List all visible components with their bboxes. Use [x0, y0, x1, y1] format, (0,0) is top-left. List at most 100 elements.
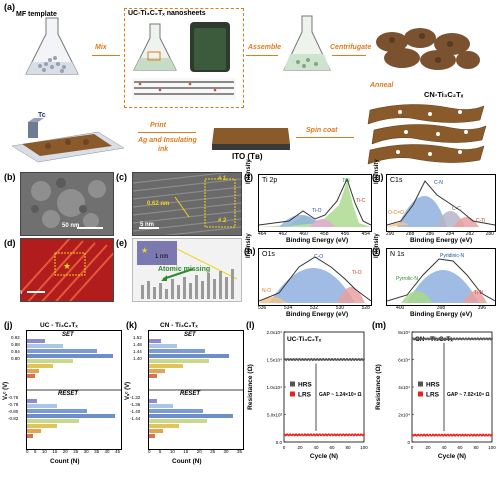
data-point-lrs [480, 434, 482, 436]
data-point-lrs [316, 434, 319, 436]
centrifugate-arrow [332, 55, 366, 56]
plot-frame [411, 331, 493, 443]
data-point-hrs [490, 338, 492, 341]
data-point-lrs [428, 433, 431, 436]
scale-bar-e: 1 nm [155, 254, 169, 260]
data-point-hrs [328, 358, 331, 360]
data-point-lrs [424, 434, 426, 436]
data-point-hrs [422, 338, 424, 341]
x-axis-label: Cycle (N) [310, 453, 338, 460]
data-point-hrs [486, 337, 488, 340]
data-point-hrs [468, 337, 471, 340]
data-point-lrs [322, 433, 324, 436]
data-point-hrs [287, 358, 289, 360]
data-point-hrs [472, 338, 475, 341]
data-point-lrs [475, 434, 477, 437]
data-point-lrs [436, 434, 438, 437]
data-point-hrs [355, 358, 357, 360]
data-point-hrs [467, 338, 469, 340]
data-point-lrs [420, 433, 422, 436]
hist-j-ylabel: Vₛᶜ (V) [3, 381, 9, 400]
data-point-lrs [300, 434, 302, 437]
data-point-lrs [350, 434, 352, 437]
x-tick-label: 0 [283, 445, 286, 450]
ito-substrate [212, 128, 290, 150]
data-point-hrs [292, 358, 295, 360]
data-point-hrs [446, 338, 448, 341]
y-tick-label: 0 [407, 440, 410, 445]
data-point-lrs [480, 434, 483, 437]
data-point-lrs [435, 433, 437, 436]
data-point-lrs [359, 434, 361, 437]
data-point-hrs [413, 338, 416, 341]
data-point-lrs [336, 433, 338, 436]
hist-k-ylabel: Vₛᶜ (V) [125, 381, 131, 400]
data-point-hrs [464, 338, 466, 341]
data-point-hrs [412, 338, 415, 340]
data-point-hrs [420, 338, 422, 340]
data-point-hrs [337, 358, 340, 360]
xps-f-xlabel: Binding Energy (eV) [286, 237, 349, 244]
data-point-hrs [324, 359, 326, 361]
data-point-hrs [299, 358, 301, 360]
data-point-lrs [344, 434, 346, 437]
data-point-hrs [312, 359, 314, 361]
data-point-lrs [419, 434, 421, 437]
data-point-lrs [344, 434, 347, 436]
xps-plot-f [258, 174, 372, 232]
data-point-lrs [296, 434, 299, 437]
legend-label-lrs: LRS [426, 392, 440, 399]
data-point-lrs [476, 434, 478, 436]
cn-ti3c2tx-label: CN-Ti₃C₂Tₓ [424, 90, 464, 99]
data-point-hrs [484, 338, 486, 341]
data-point-lrs [472, 434, 474, 437]
xps-g-title: C1s [390, 177, 403, 184]
data-point-hrs [480, 337, 482, 340]
data-point-lrs [476, 433, 479, 436]
spin-coat-arrow [296, 137, 354, 138]
xps-i-title: N 1s [390, 251, 405, 258]
data-point-lrs [440, 434, 442, 437]
data-point-lrs [324, 433, 327, 435]
xps-g-peak-cn: C-N [434, 180, 443, 186]
data-point-lrs [460, 434, 462, 437]
data-point-lrs [288, 434, 290, 437]
scale-bar-d: 2 nm [8, 290, 23, 296]
data-point-hrs [300, 358, 303, 361]
data-point-hrs [297, 359, 300, 361]
data-point-lrs [289, 433, 292, 436]
data-point-lrs [300, 433, 303, 436]
data-point-hrs [285, 359, 288, 361]
xps-f-peak-tio: Ti-O [312, 208, 322, 214]
data-point-hrs [427, 337, 429, 340]
data-point-hrs [315, 359, 317, 361]
data-point-hrs [363, 358, 365, 361]
data-point-hrs [358, 358, 360, 361]
data-point-hrs [491, 337, 493, 340]
xps-g-peak-oco: O-C=O [388, 210, 404, 216]
hrtem-image-c [132, 172, 242, 236]
data-point-hrs [344, 358, 346, 361]
data-point-hrs [432, 337, 434, 340]
data-point-hrs [302, 358, 304, 361]
data-point-hrs [415, 337, 417, 340]
data-point-hrs [418, 337, 420, 340]
xps-i-peak-pyridinic: Pyridinic-N [440, 253, 465, 259]
data-point-hrs [456, 337, 458, 340]
xps-i-xticks: 400 398 396 [396, 305, 486, 311]
data-point-hrs [448, 338, 451, 341]
xps-g-xticks: 290 288 286 284 282 280 [386, 231, 494, 237]
data-point-lrs [412, 434, 414, 436]
xps-h-title: O1s [262, 251, 275, 258]
xps-g-ylabel: Intensity [374, 159, 380, 184]
data-point-lrs [454, 434, 456, 437]
data-point-hrs [356, 359, 359, 361]
data-point-hrs [306, 359, 308, 361]
data-point-lrs [308, 434, 311, 437]
data-point-hrs [425, 338, 428, 341]
data-point-lrs [290, 434, 292, 437]
data-point-lrs [441, 434, 444, 436]
data-point-lrs [416, 434, 419, 436]
data-point-lrs [464, 433, 467, 436]
data-point-hrs [460, 338, 463, 341]
